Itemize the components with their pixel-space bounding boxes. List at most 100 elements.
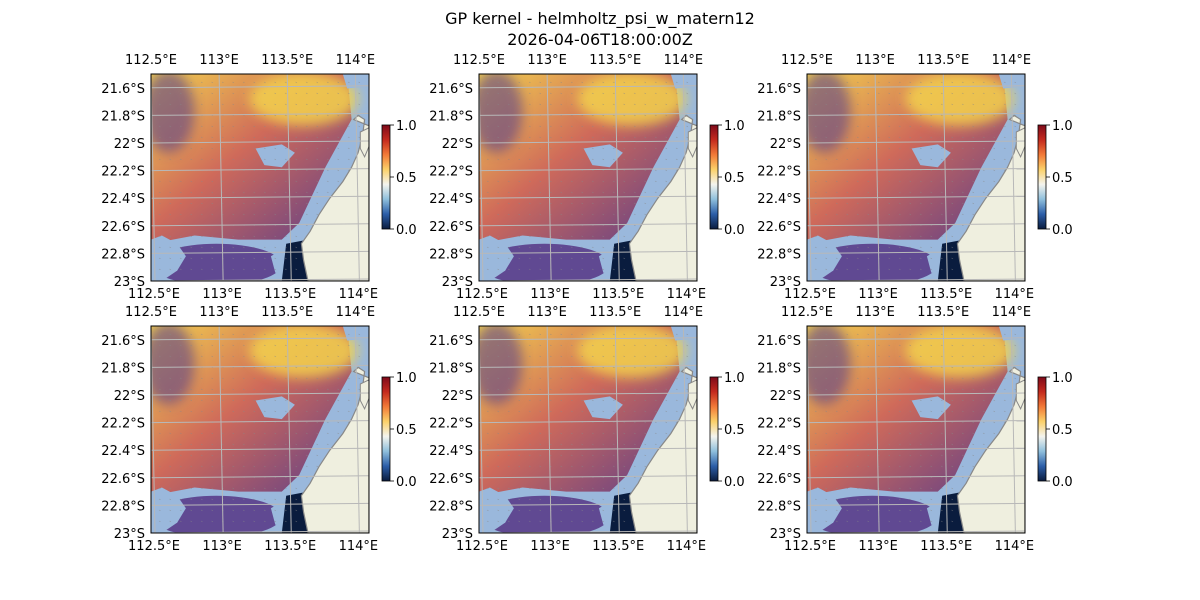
lon-tick-label-top: 114°E <box>336 53 376 68</box>
lon-tick-label-bottom: 113.5°E <box>592 287 644 302</box>
field-high-region <box>249 326 359 378</box>
lon-tick-label-top: 114°E <box>664 53 704 68</box>
field-low-region <box>807 326 851 405</box>
lon-tick-label-top: 112.5°E <box>125 305 177 320</box>
lat-tick-label: 22.8°S <box>757 499 801 514</box>
colorbar <box>381 376 391 482</box>
lon-tick-label-bottom: 114°E <box>339 287 379 302</box>
lon-tick-label-bottom: 113.5°E <box>264 539 316 554</box>
land-coastline <box>628 366 697 533</box>
land-coastline <box>628 114 697 281</box>
graticule <box>807 326 1025 533</box>
lon-tick-label-top: 113°E <box>199 305 239 320</box>
lat-tick-label: 22°S <box>442 137 473 152</box>
lon-tick-label-bottom: 112.5°E <box>784 287 836 302</box>
graticule <box>151 74 369 281</box>
colorbar-tick-label: 0.0 <box>396 223 417 238</box>
lat-tick-label: 21.8°S <box>429 109 473 124</box>
lon-tick-label-top: 112.5°E <box>781 53 833 68</box>
title-timestamp: 2026-04-06T18:00:00Z <box>507 30 693 49</box>
island <box>359 379 369 410</box>
map-panel-2: 112.5°E 113°E 113.5°E 114°E 112.5°E 113°E 113.… <box>429 53 744 302</box>
lat-tick-label: 23°S <box>442 275 473 290</box>
colorbar <box>709 124 719 230</box>
lat-tick-label: 22.4°S <box>757 192 801 207</box>
lon-tick-label-bottom: 114°E <box>667 539 707 554</box>
lat-tick-label: 21.6°S <box>757 334 801 349</box>
colorbar-tick-label: 1.0 <box>1052 119 1073 134</box>
island <box>359 127 369 158</box>
masked-ocean-area <box>911 396 951 420</box>
lon-tick-label-bottom: 112.5°E <box>128 539 180 554</box>
map-panel-6: 112.5°E 113°E 113.5°E 114°E 112.5°E 113°E 113.… <box>757 305 1072 554</box>
map-frame <box>150 73 370 282</box>
lon-tick-label-bottom: 114°E <box>339 539 379 554</box>
graticule <box>479 74 697 281</box>
masked-ocean-area <box>911 144 951 168</box>
lon-tick-label-bottom: 113°E <box>530 287 570 302</box>
masked-ocean-area <box>583 396 623 420</box>
lon-tick-label-top: 113°E <box>527 305 567 320</box>
field-low-region <box>151 74 195 153</box>
masked-ocean-area <box>583 144 623 168</box>
lon-tick-label-bottom: 112.5°E <box>456 287 508 302</box>
figure-title: GP kernel - helmholtz_psi_w_matern12 202… <box>0 8 1200 50</box>
lon-tick-label-bottom: 113.5°E <box>264 287 316 302</box>
lon-tick-label-top: 112.5°E <box>781 305 833 320</box>
lat-tick-label: 21.6°S <box>757 82 801 97</box>
lon-tick-label-top: 113°E <box>855 305 895 320</box>
lat-tick-label: 22.2°S <box>757 417 801 432</box>
island <box>1015 127 1025 158</box>
island <box>687 379 697 410</box>
colorbar-tick-label: 0.5 <box>1052 423 1073 438</box>
colorbar <box>1037 124 1047 230</box>
colorbar-tick-label: 0.0 <box>1052 475 1073 490</box>
colorbar <box>709 376 719 482</box>
map-frame <box>478 325 698 534</box>
lon-tick-label-top: 113.5°E <box>917 305 969 320</box>
lon-tick-label-top: 114°E <box>992 305 1032 320</box>
lat-tick-label: 23°S <box>770 527 801 542</box>
lon-tick-label-bottom: 114°E <box>667 287 707 302</box>
land-coastline <box>300 366 369 533</box>
field-low-region <box>807 74 851 153</box>
lat-tick-label: 23°S <box>114 275 145 290</box>
land-coastline <box>300 114 369 281</box>
island <box>1015 379 1025 410</box>
map-panel-4: 112.5°E 113°E 113.5°E 114°E 112.5°E 113°E 113.… <box>101 305 416 554</box>
lat-tick-label: 22.2°S <box>101 165 145 180</box>
field-high-region <box>577 326 687 378</box>
lon-tick-label-bottom: 113°E <box>202 287 242 302</box>
lon-tick-label-top: 114°E <box>336 305 376 320</box>
lon-tick-label-bottom: 113°E <box>858 539 898 554</box>
lon-tick-label-bottom: 114°E <box>995 287 1035 302</box>
lat-tick-label: 22.8°S <box>101 247 145 262</box>
lat-tick-label: 22.8°S <box>429 247 473 262</box>
lon-tick-label-bottom: 112.5°E <box>128 287 180 302</box>
lat-tick-label: 22°S <box>114 389 145 404</box>
lat-tick-label: 22.6°S <box>757 220 801 235</box>
lat-tick-label: 22.2°S <box>429 417 473 432</box>
lon-tick-label-bottom: 113°E <box>858 287 898 302</box>
title-kernel: GP kernel - helmholtz_psi_w_matern12 <box>445 9 755 28</box>
field-high-region <box>249 74 359 126</box>
lon-tick-label-bottom: 113°E <box>202 539 242 554</box>
lat-tick-label: 22°S <box>770 137 801 152</box>
lat-tick-label: 23°S <box>770 275 801 290</box>
map-frame <box>806 73 1026 282</box>
colorbar-tick-label: 0.0 <box>1052 223 1073 238</box>
land-coastline <box>956 114 1025 281</box>
lat-tick-label: 22.8°S <box>101 499 145 514</box>
lon-tick-label-top: 113°E <box>527 53 567 68</box>
colorbar-tick-label: 1.0 <box>396 371 417 386</box>
lat-tick-label: 21.8°S <box>429 361 473 376</box>
lat-tick-label: 22.8°S <box>429 499 473 514</box>
colorbar-tick-label: 0.5 <box>396 171 417 186</box>
colorbar-tick-label: 0.0 <box>724 223 745 238</box>
lat-tick-label: 21.6°S <box>429 82 473 97</box>
lat-tick-label: 21.6°S <box>429 334 473 349</box>
lat-tick-label: 21.8°S <box>101 109 145 124</box>
lon-tick-label-top: 113.5°E <box>589 305 641 320</box>
lon-tick-label-top: 112.5°E <box>453 53 505 68</box>
